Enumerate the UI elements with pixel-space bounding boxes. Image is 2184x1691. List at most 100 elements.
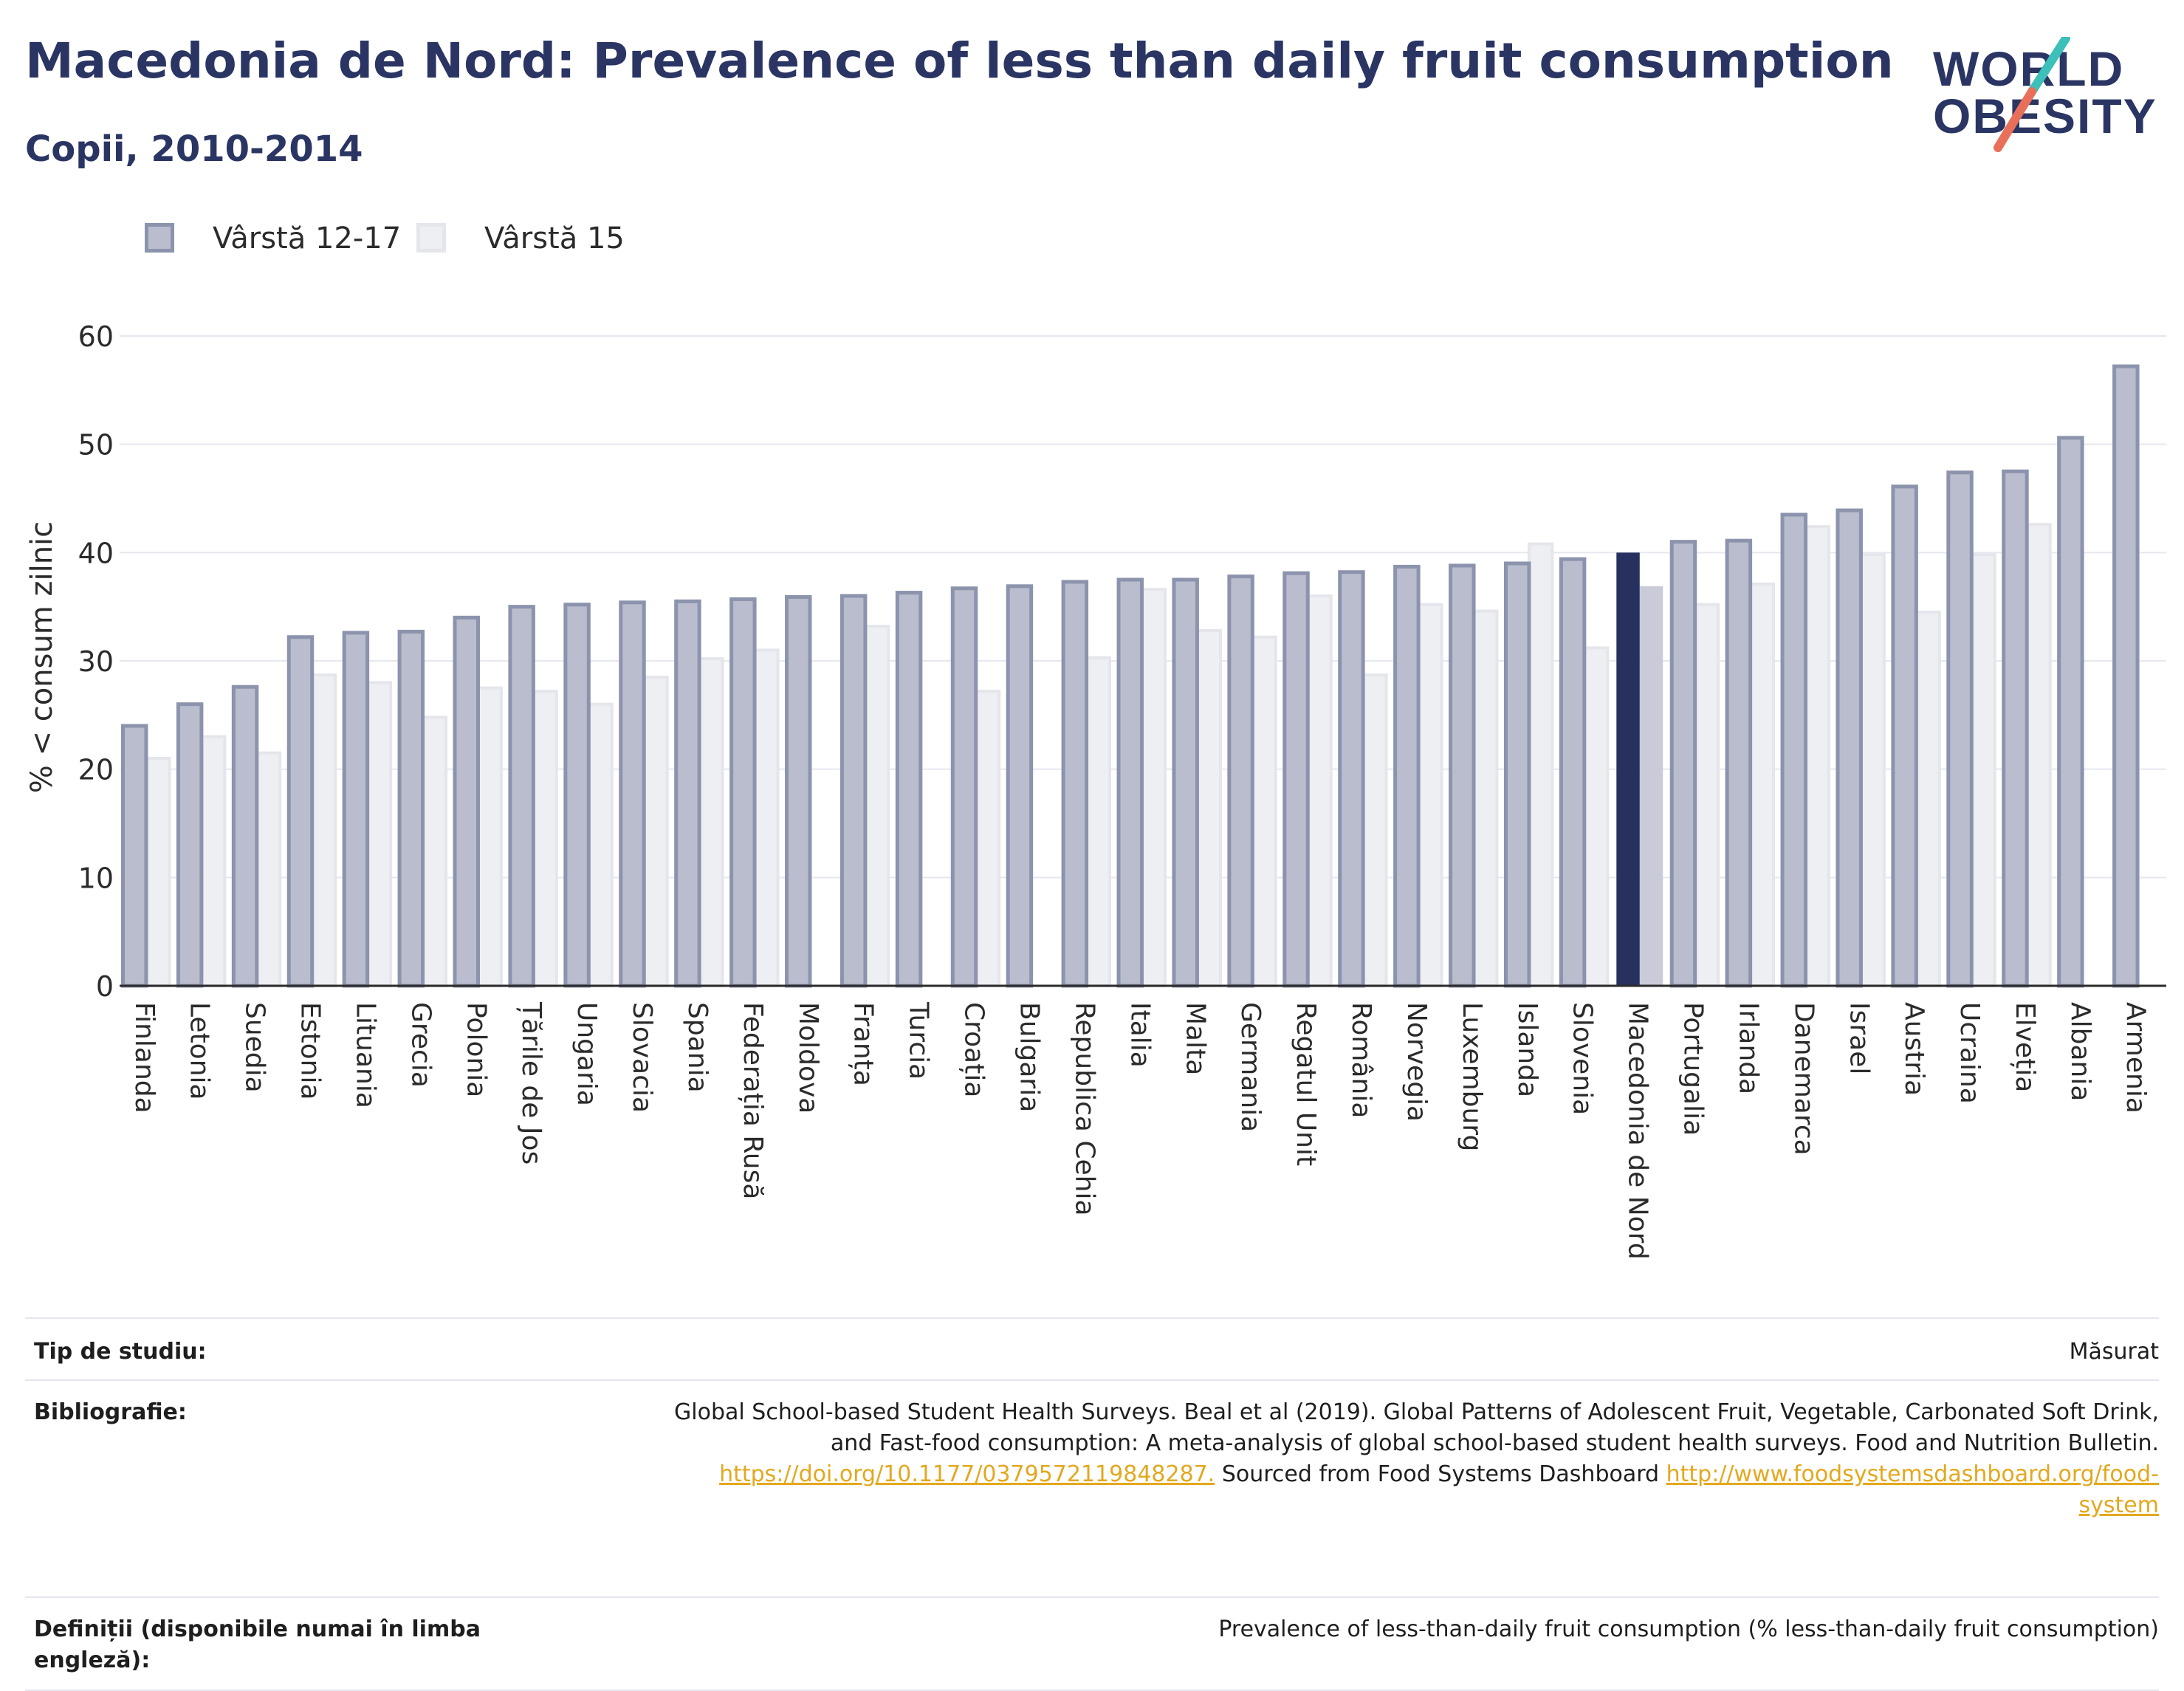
x-tick-label: Republica Cehia bbox=[1069, 1002, 1099, 1216]
bar-age-15 bbox=[698, 657, 724, 987]
logo-word-world: WORLD bbox=[1933, 41, 2125, 96]
bar-age-15 bbox=[144, 757, 171, 987]
x-tick-label: Luxemburg bbox=[1457, 1002, 1487, 1151]
bar-age-12-17 bbox=[120, 724, 148, 988]
x-tick-label: Israel bbox=[1844, 1002, 1874, 1074]
x-tick-label: Irlanda bbox=[1733, 1002, 1763, 1094]
legend-label-age-12-17: Vârstă 12-17 bbox=[213, 222, 402, 255]
x-tick-label: Norvegia bbox=[1401, 1002, 1432, 1122]
bar-age-12-17 bbox=[1559, 557, 1587, 988]
bar-age-15 bbox=[587, 702, 614, 988]
bar-age-15 bbox=[365, 681, 393, 987]
logo-slash-icon bbox=[1994, 37, 2070, 152]
bar-age-15 bbox=[1140, 588, 1167, 987]
x-tick-label: Slovenia bbox=[1567, 1002, 1598, 1115]
food-systems-link[interactable]: http://www.foodsystemsdashboard.org/food… bbox=[1666, 1461, 2159, 1487]
bar-age-15 bbox=[1251, 635, 1277, 987]
bibliography-label: Bibliografie: bbox=[34, 1399, 187, 1425]
x-tick-label: Croația bbox=[959, 1002, 989, 1097]
page-subtitle: Copii, 2010-2014 bbox=[25, 128, 363, 170]
legend-swatch-age-12-17 bbox=[145, 223, 174, 253]
bar-age-15 bbox=[753, 648, 780, 987]
x-tick-label: Spania bbox=[682, 1002, 712, 1093]
bar-age-15 bbox=[974, 690, 1001, 987]
bar-age-15 bbox=[1915, 611, 1941, 987]
bibliography-line-3: https://doi.org/10.1177/0379572119848287… bbox=[535, 1459, 2159, 1490]
x-tick-label: Moldova bbox=[793, 1002, 823, 1114]
bar-age-15 bbox=[199, 735, 227, 988]
x-tick-label: România bbox=[1346, 1002, 1376, 1118]
y-axis-label: % < consum zilnic bbox=[25, 521, 59, 793]
doi-link[interactable]: https://doi.org/10.1177/0379572119848287… bbox=[719, 1461, 1215, 1487]
bar-age-12-17 bbox=[1836, 508, 1863, 988]
x-tick-label: Polonia bbox=[461, 1002, 491, 1097]
y-tick-label: 60 bbox=[78, 320, 114, 353]
bar-age-12-17 bbox=[1780, 512, 1808, 988]
bar-age-12-17 bbox=[1503, 561, 1531, 988]
bar-age-12-17 bbox=[1449, 563, 1476, 988]
x-tick-label: Danemarca bbox=[1788, 1002, 1819, 1156]
bar-age-12-17 bbox=[785, 594, 812, 988]
study-type-value: Măsurat bbox=[2069, 1339, 2159, 1365]
bar-age-12-17 bbox=[839, 594, 868, 988]
definitions-label: Definiții (disponibile numai în limba en… bbox=[34, 1616, 481, 1673]
bar-age-12-17 bbox=[1227, 574, 1254, 988]
y-tick-labels: 0 10 20 30 40 50 60 bbox=[78, 320, 114, 1003]
bar-age-12-17 bbox=[950, 586, 978, 988]
y-tick-label: 50 bbox=[78, 429, 114, 462]
x-tick-label: Italia bbox=[1124, 1002, 1155, 1068]
x-tick-label: Ungaria bbox=[571, 1002, 602, 1106]
bar-age-15 bbox=[2025, 523, 2052, 987]
bar-age-12-17 bbox=[176, 702, 204, 988]
bar-age-12-17 bbox=[1172, 577, 1199, 988]
bar-age-15 bbox=[532, 690, 558, 987]
legend-swatch-age-15 bbox=[416, 223, 446, 253]
x-tick-label: Turcia bbox=[904, 1001, 934, 1080]
bar-age-15 bbox=[1693, 603, 1720, 987]
bar-age-12-17 bbox=[1891, 484, 1918, 988]
study-type-label: Tip de studiu: bbox=[34, 1339, 207, 1365]
x-tick-labels: Finlanda Letonia Suedia Estonia Lituania Grec… bbox=[129, 1001, 2151, 1260]
x-tick-label: Lituania bbox=[350, 1002, 380, 1108]
x-tick-label: Regatul Unit bbox=[1291, 1002, 1321, 1166]
x-tick-label: Portugalia bbox=[1678, 1002, 1709, 1136]
y-tick-label: 30 bbox=[78, 645, 114, 678]
y-tick-label: 0 bbox=[96, 970, 114, 1003]
bar-chart: % < consum zilnic 0 10 20 30 40 50 60 Finlanda… bbox=[25, 320, 2166, 1260]
bar-age-12-17 bbox=[1616, 552, 1640, 986]
bar-age-15 bbox=[1306, 594, 1333, 987]
bar-age-12-17 bbox=[397, 629, 425, 988]
y-tick-label: 40 bbox=[78, 537, 114, 569]
bar-age-15 bbox=[863, 625, 890, 987]
x-tick-label: Finlanda bbox=[129, 1002, 159, 1114]
bar-age-15 bbox=[476, 686, 503, 987]
bar-age-15 bbox=[255, 751, 282, 988]
bar-age-15 bbox=[1804, 525, 1830, 987]
x-tick-label: Bulgaria bbox=[1014, 1002, 1045, 1112]
x-tick-label: Grecia bbox=[405, 1002, 436, 1088]
bar-age-15 bbox=[1639, 586, 1663, 986]
page-title: Macedonia de Nord: Prevalence of less th… bbox=[25, 32, 1894, 89]
bibliography-line-2: and Fast-food consumption: A meta-analys… bbox=[830, 1430, 2159, 1456]
bar-age-12-17 bbox=[453, 615, 480, 988]
bar-age-12-17 bbox=[619, 600, 646, 988]
x-tick-label: Elveția bbox=[2010, 1002, 2040, 1092]
x-tick-label: Estonia bbox=[295, 1002, 326, 1100]
bar-age-12-17 bbox=[1116, 577, 1144, 988]
bar-age-12-17 bbox=[563, 603, 591, 988]
x-tick-label: Albania bbox=[2065, 1002, 2095, 1101]
food-systems-link-continued[interactable]: system bbox=[2078, 1492, 2159, 1518]
bar-age-12-17 bbox=[1006, 584, 1034, 988]
bar-age-15 bbox=[421, 716, 448, 987]
bar-age-12-17 bbox=[286, 635, 315, 988]
bar-age-15 bbox=[1417, 603, 1443, 987]
y-tick-label: 10 bbox=[78, 862, 114, 894]
bar-age-15 bbox=[310, 673, 337, 987]
bar-age-15 bbox=[1527, 542, 1554, 988]
x-tick-label: Islanda bbox=[1512, 1002, 1542, 1097]
bar-age-12-17 bbox=[674, 599, 701, 988]
x-tick-label: Federația Rusă bbox=[738, 1002, 768, 1199]
bar-age-12-17 bbox=[508, 605, 535, 988]
bar-age-12-17 bbox=[2002, 469, 2029, 988]
bar-age-15 bbox=[1970, 553, 1996, 987]
